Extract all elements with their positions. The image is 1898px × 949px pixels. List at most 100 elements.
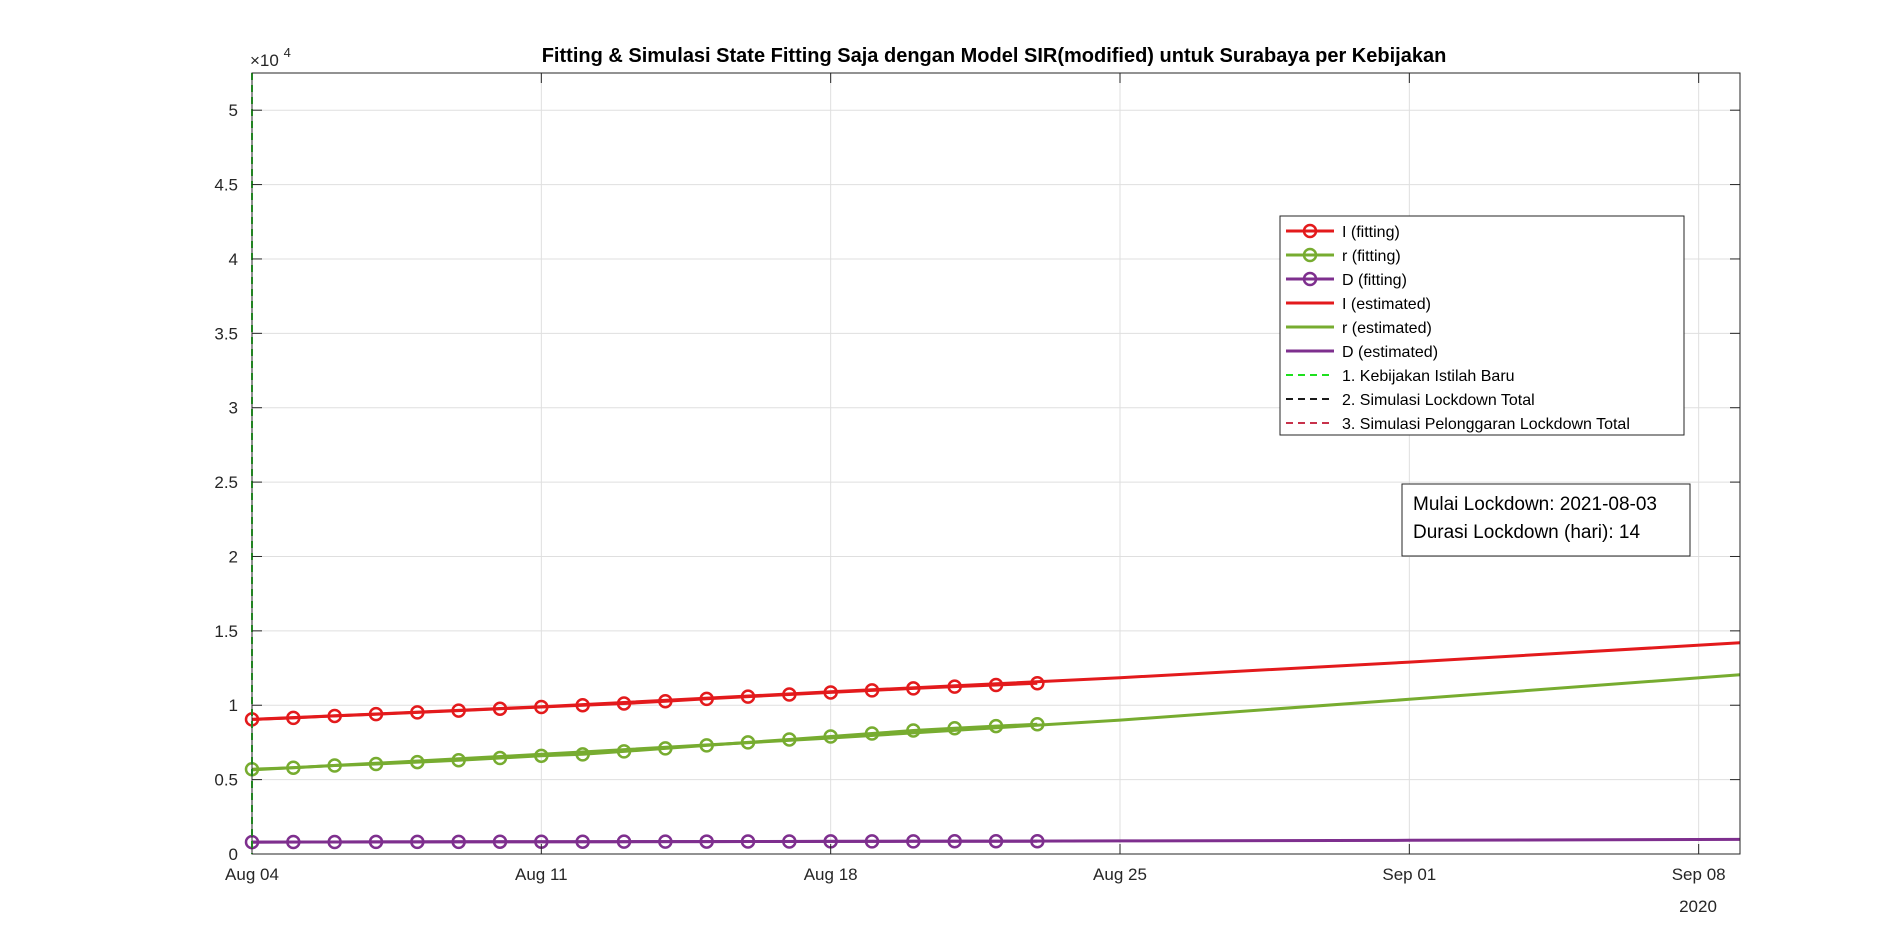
data-point-d-fitting bbox=[699, 834, 714, 849]
data-point-i-fitting bbox=[740, 689, 756, 704]
y-tick-label: 3.5 bbox=[214, 324, 238, 343]
legend-label: 1. Kebijakan Istilah Baru bbox=[1342, 368, 1515, 385]
data-point-r-fitting bbox=[988, 718, 1004, 734]
data-point-d-fitting bbox=[782, 834, 797, 849]
data-point-d-fitting bbox=[906, 834, 921, 849]
data-point-r-fitting bbox=[823, 729, 838, 744]
legend-label: 3. Simulasi Pelonggaran Lockdown Total bbox=[1342, 416, 1630, 433]
y-tick-label: 0 bbox=[229, 845, 238, 864]
data-point-r-fitting bbox=[492, 750, 508, 766]
data-point-i-fitting bbox=[286, 710, 301, 726]
legend-box bbox=[1279, 215, 1685, 436]
data-point-i-fitting bbox=[947, 679, 962, 694]
legend-item: D (fitting) bbox=[1286, 271, 1407, 289]
y-tick-label: 4.5 bbox=[214, 176, 238, 195]
plot-area: 0 0.5 1 1.5 2 2.5 3 3.5 4 4.5 5 Aug 04 Aug 11 Aug 18 A… bbox=[214, 72, 1741, 884]
data-point-r-fitting bbox=[906, 723, 921, 738]
legend-label: D (fitting) bbox=[1342, 272, 1407, 289]
axis-ticks: 0 0.5 1 1.5 2 2.5 3 3.5 4 4.5 5 Aug 04 Aug 11 Aug 18 A… bbox=[214, 73, 1740, 884]
data-point-d-fitting bbox=[658, 834, 673, 849]
data-point-i-fitting bbox=[864, 683, 880, 698]
data-point-r-fitting bbox=[534, 748, 549, 764]
data-point-r-fitting bbox=[616, 744, 632, 759]
y-exponent-label: ×10 4 bbox=[250, 45, 291, 70]
data-point-i-fitting bbox=[575, 697, 590, 713]
data-point-i-fitting bbox=[616, 696, 632, 711]
data-point-d-fitting bbox=[740, 834, 756, 849]
data-point-r-fitting bbox=[782, 732, 797, 747]
axes-box bbox=[251, 72, 1741, 855]
data-point-r-fitting bbox=[451, 753, 466, 768]
data-point-i-fitting bbox=[1030, 675, 1045, 691]
y-tick-label: 5 bbox=[229, 101, 238, 120]
legend-label: r (fitting) bbox=[1342, 248, 1401, 265]
data-point-i-fitting bbox=[368, 706, 384, 722]
data-point-d-fitting bbox=[492, 834, 508, 850]
data-point-r-fitting bbox=[368, 756, 384, 772]
legend-label: D (estimated) bbox=[1342, 344, 1438, 361]
data-point-r-fitting bbox=[575, 747, 590, 762]
y-exponent-power: 4 bbox=[284, 45, 291, 60]
grid-lines bbox=[251, 73, 1740, 855]
x-tick-label: Sep 08 bbox=[1672, 865, 1726, 884]
data-point-r-fitting bbox=[864, 726, 880, 741]
y-tick-label: 2.5 bbox=[214, 473, 238, 492]
legend-item: r (fitting) bbox=[1286, 247, 1401, 265]
data-point-r-fitting bbox=[286, 760, 301, 775]
data-point-r-fitting bbox=[740, 735, 756, 750]
data-point-i-fitting bbox=[699, 691, 714, 707]
x-year-label: 2020 bbox=[1679, 897, 1717, 916]
annotation-duration: Durasi Lockdown (hari): 14 bbox=[1413, 522, 1640, 543]
y-tick-label: 2 bbox=[229, 547, 238, 566]
chart-title: Fitting & Simulasi State Fitting Saja de… bbox=[542, 45, 1447, 67]
data-point-r-fitting bbox=[1030, 717, 1045, 732]
data-point-d-fitting bbox=[1030, 833, 1045, 849]
legend-item: 3. Simulasi Pelonggaran Lockdown Total bbox=[1286, 416, 1630, 433]
legend-marker bbox=[1302, 247, 1318, 263]
legend-label: 2. Simulasi Lockdown Total bbox=[1342, 392, 1535, 409]
data-point-i-fitting bbox=[451, 703, 466, 718]
axes-background bbox=[252, 73, 1740, 854]
y-tick-label: 1 bbox=[229, 696, 238, 715]
y-tick-label: 1.5 bbox=[214, 622, 238, 641]
x-tick-label: Sep 01 bbox=[1382, 865, 1436, 884]
annotation-box bbox=[1401, 483, 1691, 557]
y-tick-label: 3 bbox=[229, 399, 238, 418]
data-point-i-fitting bbox=[327, 708, 342, 724]
legend-marker bbox=[1302, 271, 1318, 287]
x-tick-label: Aug 18 bbox=[804, 865, 858, 884]
data-point-i-fitting bbox=[534, 699, 549, 715]
data-point-d-fitting bbox=[864, 834, 880, 849]
data-point-i-fitting bbox=[782, 687, 797, 702]
y-tick-label: 0.5 bbox=[214, 771, 238, 790]
x-tick-label: Aug 11 bbox=[515, 865, 568, 884]
legend-label: I (fitting) bbox=[1342, 224, 1400, 241]
legend-label: r (estimated) bbox=[1342, 320, 1432, 337]
x-tick-label: Aug 25 bbox=[1093, 865, 1147, 884]
data-point-r-fitting bbox=[947, 721, 962, 736]
data-point-i-fitting bbox=[906, 681, 921, 696]
data-point-d-fitting bbox=[947, 834, 962, 849]
legend-item: I (estimated) bbox=[1286, 296, 1431, 313]
data-point-i-fitting bbox=[988, 677, 1004, 693]
y-tick-label: 4 bbox=[229, 250, 238, 269]
legend-item: 1. Kebijakan Istilah Baru bbox=[1286, 368, 1515, 385]
series-layer bbox=[244, 641, 1741, 850]
legend-label: I (estimated) bbox=[1342, 296, 1431, 313]
legend-item: 2. Simulasi Lockdown Total bbox=[1286, 392, 1535, 409]
x-tick-label: Aug 04 bbox=[225, 865, 279, 884]
svg-text:×10 4: ×10 4 bbox=[250, 45, 291, 70]
data-point-i-fitting bbox=[823, 685, 838, 700]
data-point-i-fitting bbox=[410, 705, 425, 720]
annotation-start: Mulai Lockdown: 2021-08-03 bbox=[1413, 494, 1657, 515]
data-point-d-fitting bbox=[368, 834, 384, 850]
legend-item: r (estimated) bbox=[1286, 320, 1432, 337]
legend-item: D (estimated) bbox=[1286, 344, 1438, 361]
y-exponent-base: ×10 bbox=[250, 51, 279, 70]
data-point-d-fitting bbox=[327, 834, 342, 850]
data-point-r-fitting bbox=[327, 758, 342, 773]
data-point-d-fitting bbox=[410, 834, 425, 850]
legend-marker bbox=[1302, 223, 1318, 239]
data-point-d-fitting bbox=[451, 834, 466, 850]
